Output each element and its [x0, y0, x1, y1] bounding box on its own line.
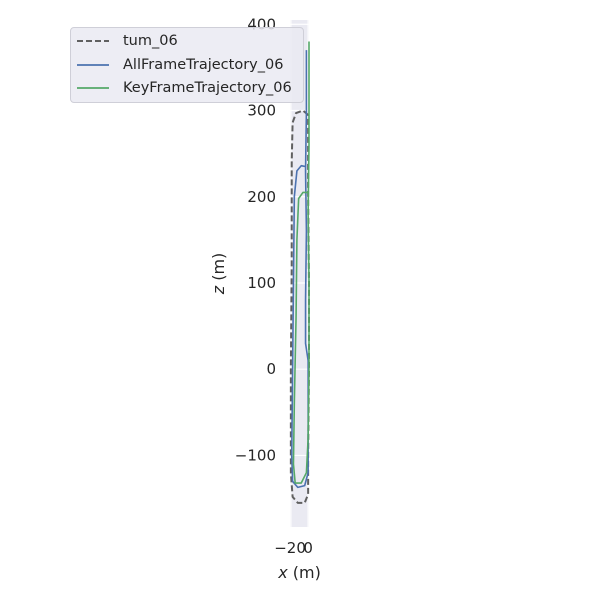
- x-tick-label: −20: [274, 539, 306, 557]
- legend-label: tum_06: [123, 33, 178, 49]
- y-axis-unit: (m): [209, 253, 228, 286]
- legend: tum_06 AllFrameTrajectory_06 KeyFrameTra…: [70, 27, 304, 103]
- x-axis-variable: x: [277, 563, 288, 582]
- legend-item-allframe: AllFrameTrajectory_06: [71, 54, 283, 76]
- y-tick-label: 100: [247, 274, 276, 292]
- series-line-2: [292, 41, 310, 484]
- legend-label: AllFrameTrajectory_06: [123, 57, 284, 73]
- legend-swatch-allframe: [77, 64, 109, 66]
- legend-item-keyframe: KeyFrameTrajectory_06: [71, 77, 292, 99]
- y-tick-label: 0: [266, 360, 276, 378]
- x-tick-labels: −200: [274, 539, 313, 557]
- series-layer: [289, 41, 310, 504]
- y-axis-label: z (m): [209, 253, 228, 296]
- x-tick-label: 0: [303, 539, 313, 557]
- legend-item-tum-06: tum_06: [71, 30, 178, 52]
- y-tick-label: 200: [247, 188, 276, 206]
- y-tick-label: −100: [235, 446, 276, 464]
- y-tick-label: 300: [247, 102, 276, 120]
- legend-label: KeyFrameTrajectory_06: [123, 80, 292, 96]
- legend-swatch-tum-06: [77, 40, 109, 42]
- series-line-1: [290, 50, 309, 489]
- legend-swatch-keyframe: [77, 87, 109, 89]
- y-axis-variable: z: [209, 285, 228, 295]
- x-axis-label: x (m): [277, 563, 321, 582]
- x-axis-unit: (m): [288, 563, 321, 582]
